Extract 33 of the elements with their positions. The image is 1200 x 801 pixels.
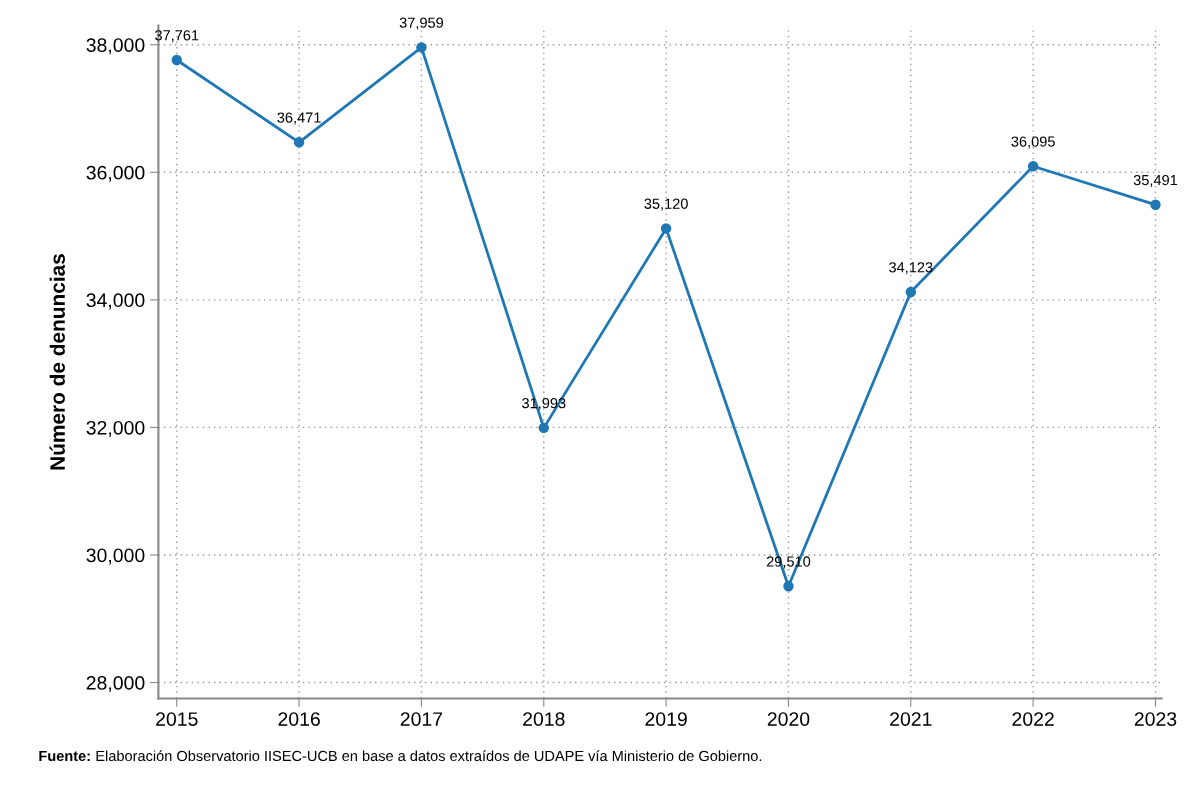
data-label: 34,123: [889, 262, 933, 275]
data-label: 35,120: [644, 198, 688, 211]
point: [1027, 161, 1039, 172]
x-tick-label: 2023: [1134, 712, 1177, 726]
x-tick-label: 2019: [645, 712, 687, 726]
point: [783, 581, 794, 592]
y-tick-label: 32,000: [86, 420, 145, 437]
data-label: 35,491: [1133, 174, 1178, 187]
point: [171, 54, 182, 66]
point: [905, 286, 917, 298]
y-tick-label: 38,000: [86, 38, 145, 55]
x-tick-label: 2022: [1012, 712, 1054, 726]
y-axis-title: Número de denuncias: [49, 254, 65, 470]
x-tick-label: 2021: [890, 712, 932, 726]
x-tick-label: 2016: [278, 712, 320, 726]
x-tick-label: 2020: [767, 712, 810, 726]
y-tick-label: 30,000: [86, 548, 145, 565]
point: [660, 223, 672, 234]
y-tick-label: 36,000: [86, 165, 145, 182]
data-label: 37,959: [399, 17, 444, 30]
y-tick-label: 28,000: [86, 676, 145, 693]
x-tick-label: 2015: [156, 712, 198, 726]
x-tick-label: 2017: [400, 712, 443, 726]
data-label: 37,761: [155, 30, 199, 43]
point: [1150, 199, 1161, 210]
data-label: 36,095: [1011, 136, 1055, 149]
point: [538, 422, 549, 434]
y-tick-label: 34,000: [86, 293, 145, 310]
point: [416, 42, 427, 53]
data-label: 36,471: [277, 112, 321, 125]
source-note: Fuente: Elaboración Observatorio IISEC-UCB en base a datos extraídos de UDAPE vía Ministerio de Gobierno.: [39, 750, 762, 762]
x-tick-label: 2018: [523, 712, 565, 726]
point: [293, 137, 305, 148]
